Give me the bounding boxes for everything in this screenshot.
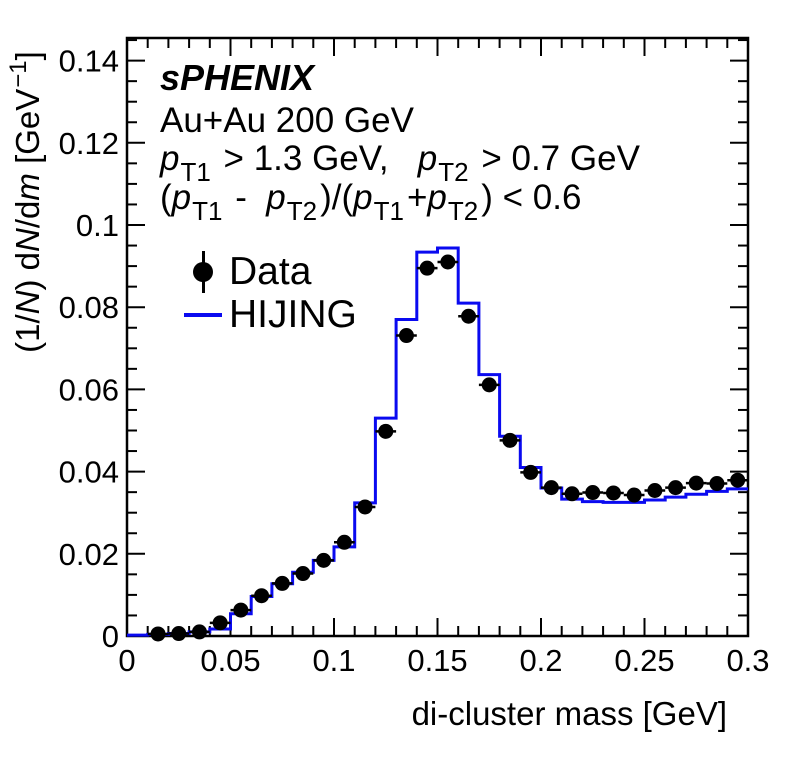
legend-item-data: Data [181, 250, 311, 294]
annotation-experiment: sPHENIX [160, 57, 315, 98]
x-tick-label: 0.15 [407, 643, 467, 678]
y-tick-label: 0.12 [59, 126, 119, 161]
data-point [523, 464, 539, 480]
data-point [295, 566, 311, 582]
x-tick-label: 0.25 [614, 643, 674, 678]
data-point [543, 480, 559, 496]
y-tick-label: 0.1 [76, 208, 119, 243]
data-point [212, 615, 228, 631]
data-point [481, 377, 497, 393]
x-axis-title: di-cluster mass [GeV] [411, 695, 727, 732]
y-tick-label: 0.02 [59, 537, 119, 572]
data-point [274, 575, 290, 591]
data-point [502, 432, 518, 448]
data-point [626, 487, 642, 503]
y-tick-label: 0 [102, 619, 119, 654]
data-point [336, 534, 352, 550]
data-point [461, 308, 477, 324]
x-tick-label: 0.05 [200, 643, 260, 678]
x-tick-label: 0.2 [519, 643, 562, 678]
y-tick-label: 0.08 [59, 290, 119, 325]
data-point [709, 476, 725, 492]
data-point [316, 552, 332, 568]
annotation-collision-system: Au+Au 200 GeV [160, 101, 414, 140]
data-point [357, 499, 373, 515]
x-tick-label: 0.1 [312, 643, 355, 678]
y-axis-title: (1/N) dN/dm [GeV−1] [5, 51, 46, 353]
hijing-histogram [127, 246, 748, 637]
data-point [647, 483, 663, 499]
data-point [254, 588, 270, 604]
hijing-line-icon [181, 293, 225, 337]
legend-label-hijing: HIJING [229, 293, 357, 336]
annotation-asymmetry-cut: (pT1 - pT2)/(pT1+pT2) < 0.6 [160, 178, 582, 226]
y-tick-label: 0.06 [59, 372, 119, 407]
x-tick-label: 0 [118, 643, 135, 678]
legend-item-hijing: HIJING [181, 293, 357, 337]
data-point [398, 328, 414, 344]
data-point [564, 486, 580, 502]
data-point [233, 602, 249, 618]
data-point [605, 485, 621, 501]
data-point [191, 624, 207, 640]
x-tick-label: 0.3 [726, 643, 769, 678]
y-tick-label: 0.14 [59, 44, 119, 79]
y-tick-label: 0.04 [59, 455, 119, 490]
data-point [150, 626, 166, 642]
annotation-pt-cuts: pT1 > 1.3 GeV, pT2 > 0.7 GeV [160, 139, 640, 187]
data-point [440, 254, 456, 270]
data-point [378, 423, 394, 439]
data-point [668, 480, 684, 496]
data-point [730, 472, 746, 488]
data-point [688, 475, 704, 491]
plot-frame [125, 36, 750, 638]
data-point [585, 485, 601, 501]
data-marker-icon [181, 250, 225, 294]
legend-label-data: Data [229, 250, 312, 293]
data-point [171, 626, 187, 642]
data-point [419, 260, 435, 276]
